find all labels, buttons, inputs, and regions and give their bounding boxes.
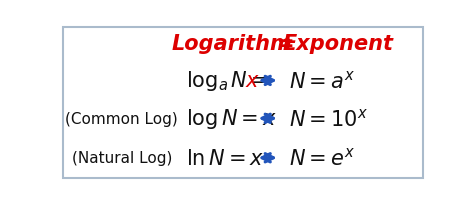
Text: $N = a^{x}$: $N = a^{x}$ (289, 70, 355, 92)
Text: $N = e^{x}$: $N = e^{x}$ (289, 147, 355, 169)
Text: $\log_{a} N = $: $\log_{a} N = $ (186, 69, 268, 93)
Text: $x$: $x$ (245, 71, 260, 91)
Text: (Common Log): (Common Log) (65, 111, 178, 126)
Text: Exponent: Exponent (283, 33, 394, 53)
Text: $N = 10^{x}$: $N = 10^{x}$ (289, 108, 368, 130)
Text: $\ln N = x$: $\ln N = x$ (186, 148, 264, 168)
Text: Logarithm: Logarithm (172, 33, 292, 53)
FancyBboxPatch shape (63, 28, 423, 178)
Text: (Natural Log): (Natural Log) (72, 151, 172, 165)
Text: $\log N = x$: $\log N = x$ (186, 107, 277, 131)
Text: =: = (276, 33, 294, 53)
